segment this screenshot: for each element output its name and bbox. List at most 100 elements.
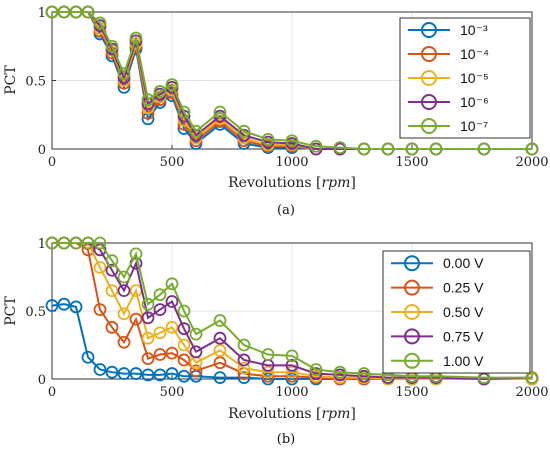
y-tick-label: 1: [38, 6, 46, 21]
data-point: [153, 303, 167, 317]
data-point: [189, 327, 203, 341]
data-point: [105, 320, 119, 334]
data-point: [213, 331, 227, 345]
legend-marker: [404, 279, 420, 296]
data-point: [117, 270, 131, 284]
x-tick-label: 0: [48, 155, 56, 170]
data-point: [309, 367, 323, 380]
data-point: [165, 367, 179, 380]
panel-caption: (b): [277, 432, 295, 447]
data-point: [177, 304, 191, 318]
data-point: [105, 365, 119, 379]
data-point: [261, 133, 275, 146]
x-tick-label: 0: [48, 385, 56, 400]
panel-caption: (a): [277, 203, 295, 218]
series-group: [45, 236, 539, 386]
data-point: [129, 312, 143, 326]
legend-label: 10⁻⁵: [460, 70, 489, 86]
data-point: [477, 142, 491, 156]
data-point: [153, 326, 167, 340]
x-tick-label: 500: [160, 385, 185, 400]
data-point: [129, 367, 143, 380]
legend-label: 10⁻³: [460, 22, 488, 38]
legend-b: 0.00 V 0.25 V 0.50 V 0.75 V 1.00 V: [382, 250, 531, 374]
data-point: [117, 67, 131, 81]
legend-label: 0.50 V: [443, 304, 484, 320]
data-point: [117, 307, 131, 321]
data-point: [45, 236, 59, 250]
series-line: [52, 11, 532, 150]
data-point: [165, 277, 179, 291]
y-tick-label: 0.5: [25, 75, 46, 90]
legend-marker: [421, 94, 437, 110]
data-point: [141, 93, 155, 107]
data-point: [177, 353, 191, 367]
data-point: [357, 142, 371, 156]
x-axis-label-unit: rpm: [321, 406, 350, 422]
legend-marker: [421, 118, 437, 134]
x-axis-label: Revolutions [rpm]: [228, 406, 356, 422]
series-group: [45, 5, 539, 156]
data-point: [165, 320, 179, 334]
data-point: [57, 5, 71, 19]
legend-label: 1.00 V: [443, 353, 484, 369]
legend-marker: [404, 304, 420, 320]
series-line: [52, 242, 532, 380]
legend-label: 10⁻⁴: [460, 46, 489, 62]
data-point: [57, 297, 71, 311]
y-axis-label: PCT: [3, 65, 19, 95]
x-axis-label: Revolutions [rpm]: [228, 175, 356, 191]
data-point: [141, 297, 155, 311]
x-tick-label: 1500: [395, 385, 428, 400]
series-line: [52, 242, 532, 379]
data-point: [177, 338, 191, 352]
data-point: [237, 353, 251, 367]
data-point: [213, 371, 227, 385]
series-line: [52, 242, 533, 381]
data-point: [45, 5, 59, 19]
data-point: [261, 365, 275, 379]
y-axis-label: PCT: [3, 296, 19, 326]
data-point: [405, 142, 419, 156]
data-point: [117, 335, 131, 349]
data-point: [105, 254, 119, 268]
x-axis-label-unit: rpm: [321, 175, 350, 191]
x-tick-label: 2000: [515, 385, 548, 400]
data-point: [93, 261, 107, 274]
legend-label: 10⁻⁶: [460, 94, 489, 110]
data-point: [153, 85, 167, 98]
legend-label: 0.00 V: [443, 255, 484, 271]
data-point: [153, 348, 167, 361]
y-tick-label: 0: [38, 373, 46, 388]
x-tick-label: 1000: [275, 155, 308, 170]
x-tick-label: 500: [160, 155, 185, 170]
legend-marker: [404, 255, 420, 272]
data-point: [165, 78, 179, 92]
data-point: [189, 124, 203, 138]
data-point: [141, 352, 155, 366]
data-point: [429, 142, 443, 156]
data-point: [357, 367, 371, 380]
data-point: [117, 367, 131, 380]
data-point: [129, 247, 143, 261]
data-point: [177, 322, 191, 336]
data-point: [309, 139, 323, 153]
data-point: [309, 363, 323, 376]
data-point: [141, 368, 155, 382]
data-point: [165, 295, 179, 308]
data-point: [237, 361, 251, 375]
data-point: [285, 365, 299, 379]
data-point: [285, 349, 299, 363]
data-point: [93, 303, 107, 317]
x-axis-label-bracket: [: [312, 175, 322, 191]
data-point: [81, 350, 95, 364]
legend-label: 0.75 V: [443, 328, 484, 344]
data-point: [57, 236, 71, 250]
data-point: [213, 105, 227, 119]
data-point: [261, 348, 275, 361]
data-point: [105, 263, 119, 277]
legend-label: 10⁻⁷: [460, 118, 488, 134]
data-point: [213, 314, 227, 327]
data-point: [333, 141, 347, 155]
legend-marker: [421, 46, 437, 62]
